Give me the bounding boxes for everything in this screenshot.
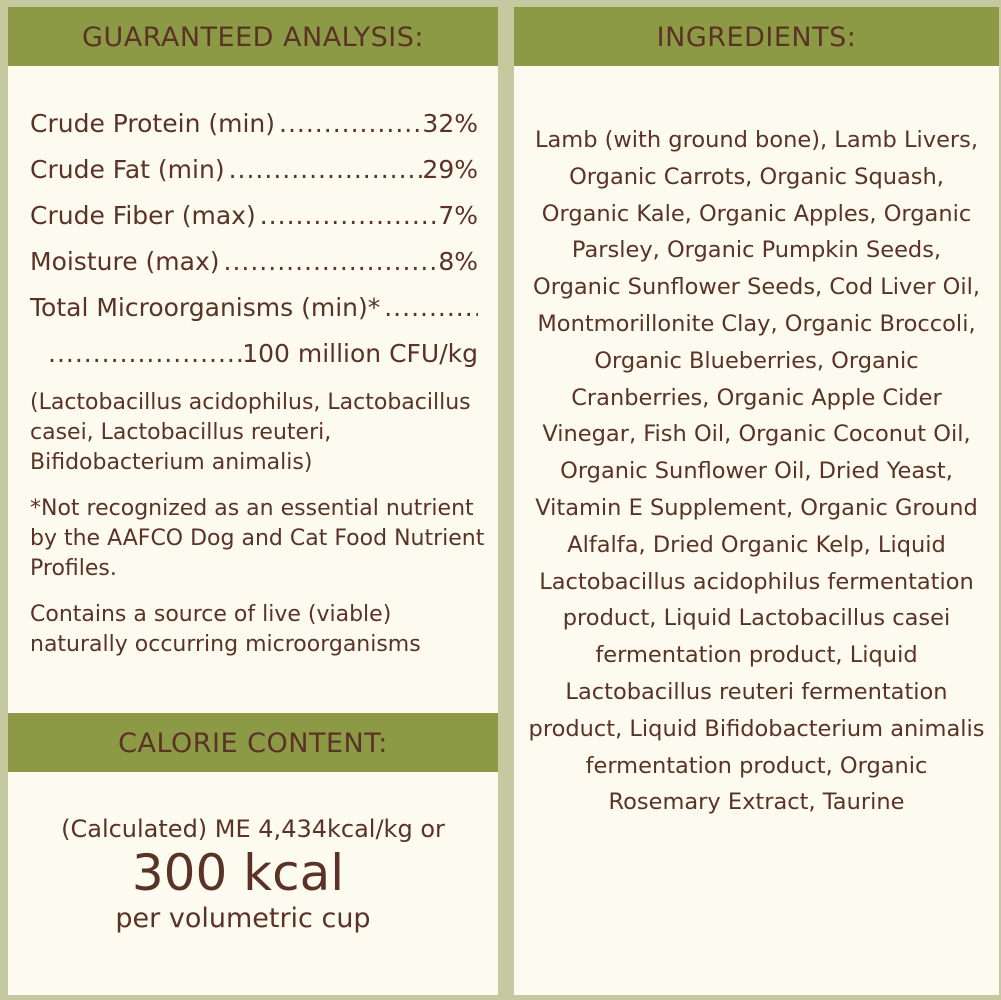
calorie-content-title: CALORIE CONTENT:	[8, 713, 498, 772]
ingredients-list: Lamb (with ground bone), Lamb Livers, Or…	[528, 127, 985, 816]
leader-dots	[256, 201, 439, 230]
guaranteed-analysis-title: GUARANTEED ANALYSIS:	[8, 7, 498, 66]
row-value: 8%	[438, 247, 478, 276]
analysis-row: Crude Fat (min) 29%	[30, 138, 478, 184]
row-label: Crude Protein (min)	[30, 109, 276, 138]
row-value: 32%	[422, 109, 478, 138]
guaranteed-analysis-panel: GUARANTEED ANALYSIS: Crude Protein (min)…	[8, 7, 498, 995]
row-label: Crude Fat (min)	[30, 155, 225, 184]
analysis-row: Crude Protein (min) 32%	[30, 92, 478, 138]
row-label: Total Microorganisms (min)*	[30, 293, 381, 322]
analysis-row: Crude Fiber (max) 7%	[30, 184, 478, 230]
analysis-row: 100 million CFU/kg	[30, 322, 478, 368]
live-microorganisms-note: Contains a source of live (viable) natur…	[30, 602, 421, 657]
row-value: 29%	[422, 155, 478, 184]
strains-note: (Lactobacillus acidophilus, Lactobacillu…	[30, 390, 471, 475]
analysis-rows: Crude Protein (min) 32% Crude Fat (min) 29…	[8, 66, 498, 368]
ingredients-title: INGREDIENTS:	[514, 7, 999, 66]
row-label: Moisture (max)	[30, 247, 220, 276]
calculated-me: (Calculated) ME 4,434kcal/kg or	[61, 815, 445, 843]
ingredients-panel: INGREDIENTS: Lamb (with ground bone), La…	[514, 7, 999, 995]
row-label: Crude Fiber (max)	[30, 201, 256, 230]
leader-dots	[380, 293, 478, 322]
row-value: 7%	[438, 201, 478, 230]
leader-dots	[220, 247, 439, 276]
leader-dots	[275, 109, 422, 138]
calorie-content: (Calculated) ME 4,434kcal/kg or 300 kcal…	[8, 815, 498, 934]
aafco-footnote: *Not recognized as an essential nutrient…	[30, 496, 485, 581]
per-cup-label: per volumetric cup	[115, 903, 371, 934]
analysis-row: Total Microorganisms (min)*	[30, 276, 478, 322]
analysis-row: Moisture (max) 8%	[30, 230, 478, 276]
leader-dots	[44, 339, 242, 368]
row-value: 100 million CFU/kg	[242, 339, 478, 368]
kcal-per-cup: 300 kcal	[131, 844, 345, 902]
leader-dots	[225, 155, 423, 184]
